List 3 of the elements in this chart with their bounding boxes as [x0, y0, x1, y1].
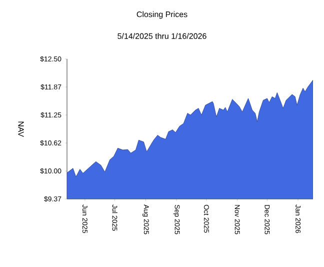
- y-axis-title: NAV: [18, 122, 24, 137]
- chart-title: Closing Prices: [136, 11, 188, 19]
- chart-subtitle: 5/14/2025 thru 1/16/2026: [118, 33, 206, 39]
